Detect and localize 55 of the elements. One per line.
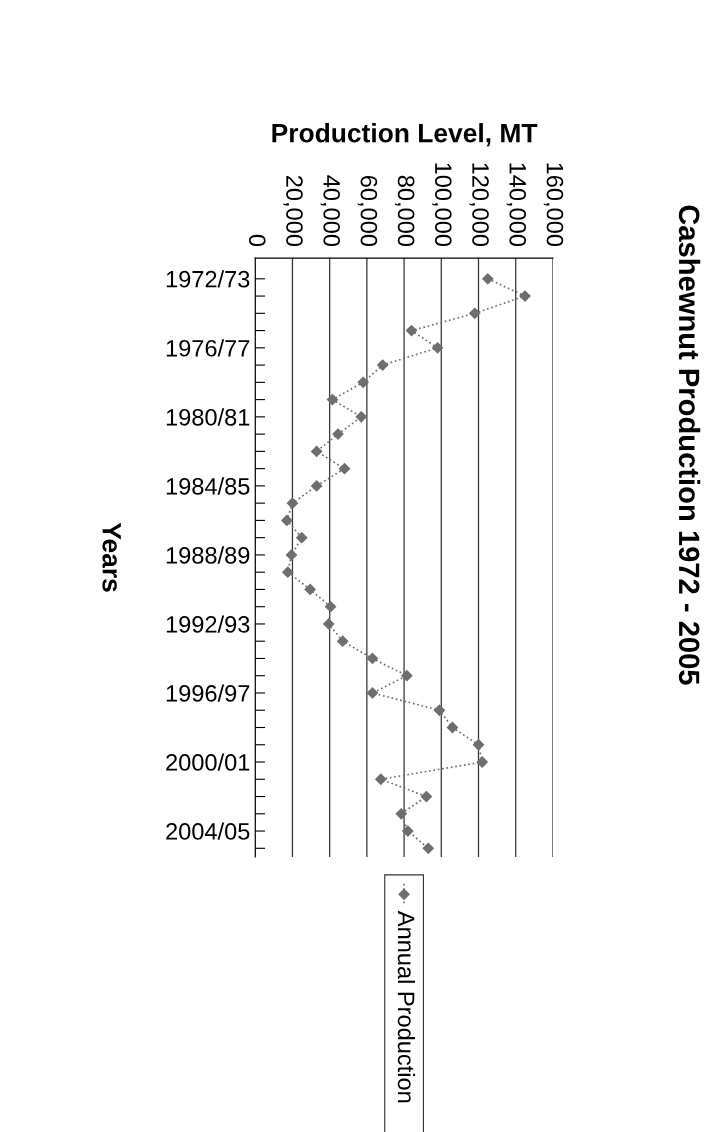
point (285, 549, 298, 561)
point (338, 463, 351, 475)
y-tick-label: 2000/01 (166, 753, 250, 771)
y-tick-label: 1992/93 (166, 615, 250, 633)
x-tick-label: 80,000 (394, 175, 415, 247)
point (422, 842, 434, 854)
y-tick-label: 1980/81 (166, 408, 250, 426)
point (476, 756, 488, 768)
point (357, 376, 369, 388)
point (377, 359, 389, 371)
point (366, 687, 379, 699)
point (296, 532, 308, 544)
point (375, 773, 387, 785)
y-axis-title: Years (102, 522, 121, 592)
point (431, 342, 444, 354)
point (433, 704, 446, 716)
point (401, 670, 413, 682)
x-tick-label: 160,000 (543, 163, 564, 247)
y-tick-label: 1972/73 (166, 270, 250, 288)
point (366, 652, 379, 665)
point (446, 721, 459, 734)
point (332, 428, 344, 440)
point (337, 635, 349, 647)
point (405, 324, 418, 337)
point (326, 394, 339, 406)
x-tick-label: 100,000 (432, 163, 452, 247)
y-tick-label: 1984/85 (166, 477, 250, 495)
legend-label: Annual Production (397, 910, 416, 1103)
x-tick-label: 60,000 (357, 175, 378, 247)
point (402, 825, 414, 837)
point (395, 808, 407, 820)
point (311, 480, 323, 492)
x-tick-label: 0 (248, 234, 266, 247)
point (323, 618, 335, 630)
point (311, 445, 323, 457)
y-tick-label: 1988/89 (166, 546, 250, 564)
y-tick-label: 1976/77 (166, 339, 250, 357)
x-tick-label: 40,000 (320, 175, 341, 247)
point (304, 583, 316, 596)
y-tick-label: 1996/97 (166, 684, 250, 702)
x-tick-label: 140,000 (506, 163, 527, 247)
x-tick-label: 20,000 (283, 175, 303, 247)
x-tick-label: 120,000 (469, 163, 489, 247)
point (286, 497, 299, 509)
point (420, 790, 433, 803)
point (469, 307, 481, 319)
point (355, 411, 367, 423)
x-axis-title: Production Level, MT (272, 123, 538, 147)
text: Cashewnut Production 1972 - 2005 (678, 205, 701, 685)
point (482, 273, 494, 285)
point (282, 566, 294, 578)
point (324, 601, 337, 613)
point (472, 739, 485, 751)
point (281, 514, 293, 527)
y-tick-label: 2004/05 (166, 822, 250, 840)
